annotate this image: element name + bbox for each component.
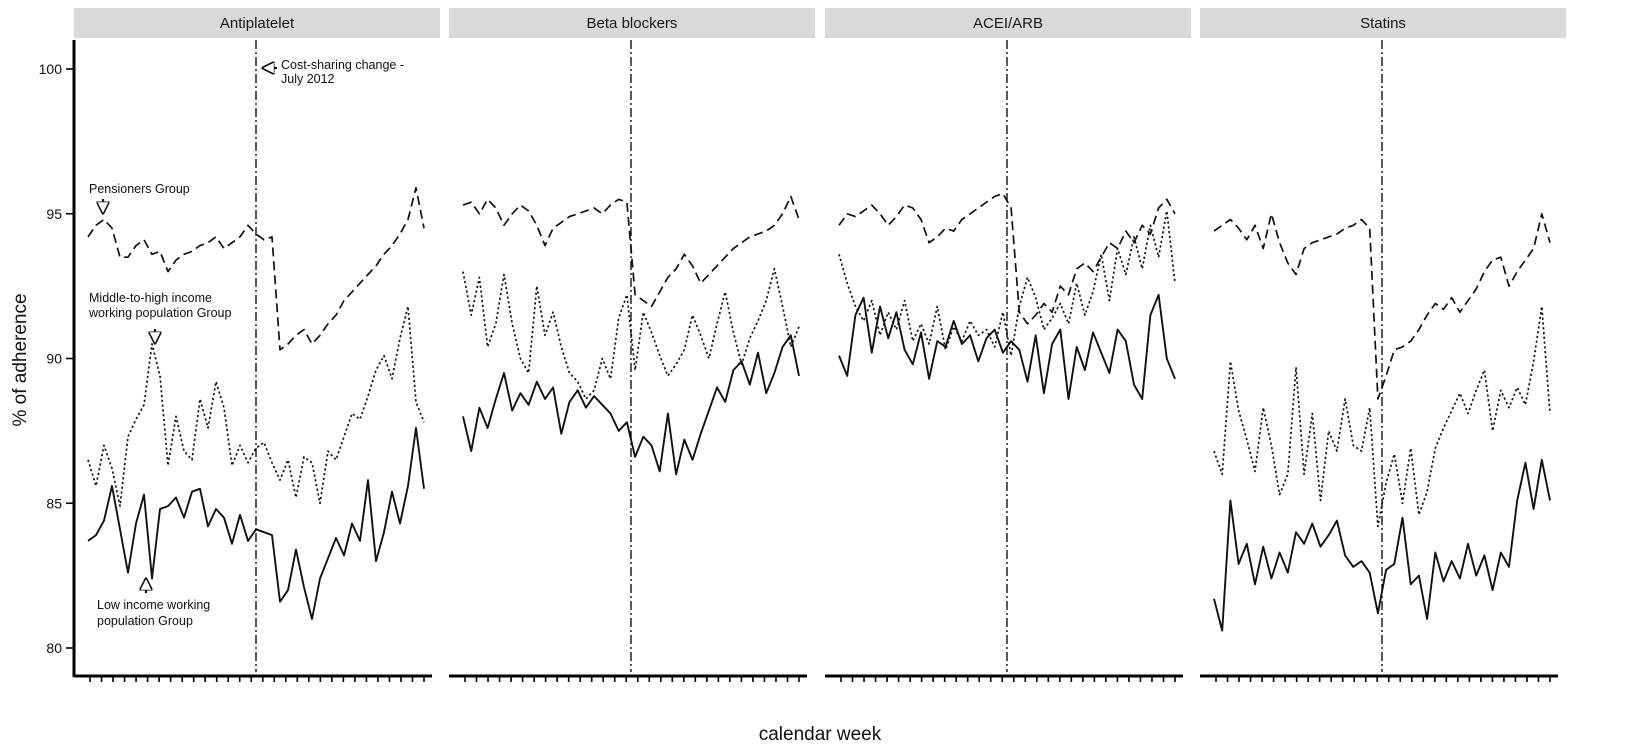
pensioners-annotation: Pensioners Group: [89, 182, 190, 196]
cost-sharing-annotation: Cost-sharing change -July 2012: [281, 58, 404, 86]
panel-beta-blockers: Beta blockers: [449, 8, 815, 682]
panel-acei-arb: ACEI/ARB: [825, 8, 1191, 682]
facet-strip-label: Beta blockers: [587, 15, 678, 32]
facet-strip-label: Antiplatelet: [220, 15, 295, 32]
low-income-annotation: Low income working population Group: [97, 598, 210, 628]
facet-strip-label: Statins: [1360, 15, 1406, 32]
y-tick-label: 90: [46, 351, 62, 367]
y-axis-title: % of adherence: [10, 293, 31, 426]
panel-statins: Statins: [1200, 8, 1566, 682]
middle-high-annotation: Middle-to-high income working population …: [88, 291, 231, 320]
facet-strip-label: ACEI/ARB: [973, 15, 1043, 32]
facet-strip: [449, 8, 815, 38]
series-pensioners: [87, 186, 425, 351]
facet-strip: [74, 8, 440, 38]
x-axis-title: calendar week: [759, 724, 882, 745]
y-tick-label: 95: [46, 206, 62, 222]
chart-panels: Antiplatelet Beta blockers ACEI/ARB Statins: [74, 8, 1566, 682]
facet-strip: [825, 8, 1191, 38]
series-middle-high: [462, 267, 800, 400]
annotations: Cost-sharing change -July 2012 Pensioners…: [88, 58, 404, 628]
facet-strip: [1200, 8, 1566, 38]
y-tick-label: 80: [46, 640, 62, 656]
y-axis: 80 85 90 95 100: [39, 40, 76, 677]
series-middle-high: [87, 305, 425, 507]
y-tick-label: 100: [39, 61, 63, 77]
series-middle-high: [1213, 305, 1551, 528]
panel-antiplatelet: Antiplatelet: [74, 8, 440, 682]
y-tick-label: 85: [46, 495, 62, 511]
